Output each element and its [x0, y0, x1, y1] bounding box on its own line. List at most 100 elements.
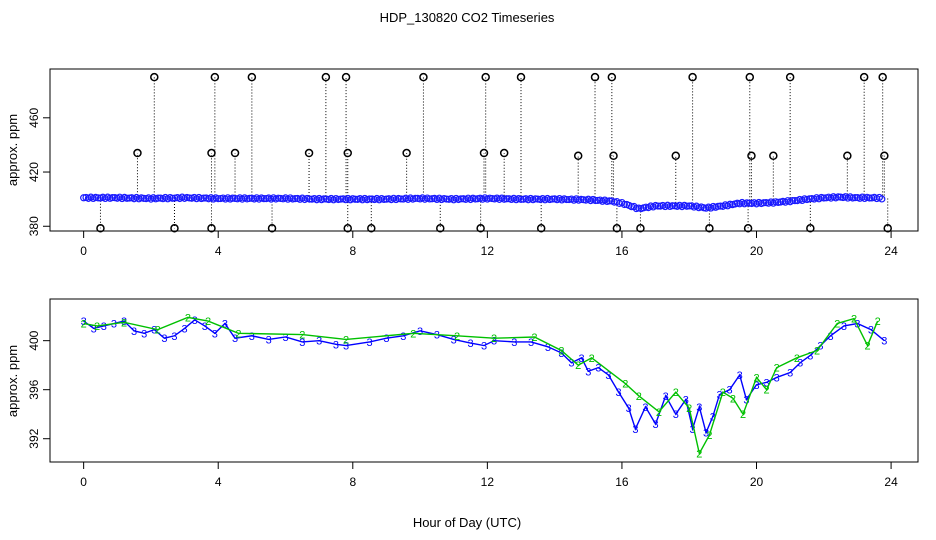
spike-point	[590, 72, 600, 82]
dip-point	[536, 224, 546, 233]
data-point: 3	[141, 328, 147, 340]
dip-point	[436, 224, 445, 233]
data-point: 2	[864, 341, 870, 353]
data-point: 2	[730, 393, 736, 405]
dip-point	[207, 224, 216, 233]
x-tick-label: 24	[884, 244, 898, 258]
y-axis-label-top: approx. ppm	[5, 114, 20, 186]
data-point: 3	[161, 333, 167, 345]
data-point: 3	[727, 385, 733, 397]
marks-top	[80, 72, 892, 233]
data-point: 2	[814, 345, 820, 357]
data-point: 3	[753, 380, 759, 392]
data-point: 2	[94, 321, 100, 333]
data-point: 3	[202, 321, 208, 333]
data-point: 2	[531, 332, 537, 344]
data-point: 3	[787, 368, 793, 380]
baseline-point	[605, 197, 614, 205]
baseline-point	[411, 194, 419, 202]
data-point: 3	[807, 350, 813, 362]
x-tick-label: 12	[481, 475, 495, 489]
baseline-point	[851, 194, 859, 202]
data-point: 2	[794, 353, 800, 365]
data-point: 3	[696, 402, 702, 414]
dip-point	[883, 224, 892, 233]
data-point: 2	[636, 391, 642, 403]
baseline-point	[337, 195, 345, 203]
baseline-point	[260, 195, 268, 203]
data-point: 3	[673, 409, 679, 421]
dip-point	[806, 224, 815, 233]
spike-point	[419, 72, 428, 82]
data-point: 3	[131, 326, 137, 338]
y-tick-label: 400	[27, 330, 41, 350]
baseline-point	[154, 194, 162, 202]
data-point: 2	[834, 319, 840, 331]
data-point: 3	[626, 403, 632, 415]
dip-point	[743, 224, 753, 233]
baseline-point	[714, 202, 722, 210]
x-tick-label: 0	[80, 475, 87, 489]
data-point: 3	[841, 321, 847, 333]
data-point: 3	[683, 394, 689, 406]
data-point: 3	[743, 394, 749, 406]
data-point: 3	[481, 341, 487, 353]
x-tick-label: 8	[349, 244, 356, 258]
data-point: 3	[868, 325, 874, 337]
data-point: 2	[121, 317, 127, 329]
spike-point	[402, 148, 411, 158]
data-point: 3	[710, 412, 716, 424]
baseline-point	[591, 196, 599, 205]
data-point: 2	[205, 316, 211, 328]
baseline-point	[457, 195, 465, 203]
data-point: 2	[410, 328, 416, 340]
spike-point	[785, 72, 795, 82]
data-point: 2	[740, 409, 746, 421]
spike-point	[230, 148, 240, 158]
data-point: 3	[511, 337, 517, 349]
y-axis-bottom: 392 396 400	[27, 330, 50, 449]
data-point: 3	[467, 338, 473, 350]
baseline-point	[745, 199, 753, 207]
data-point: 3	[797, 358, 803, 370]
data-point: 3	[316, 336, 322, 348]
x-tick-label: 0	[80, 244, 87, 258]
data-point: 3	[632, 424, 638, 436]
data-point: 3	[282, 332, 288, 344]
baseline-point	[168, 194, 177, 202]
data-point: 2	[774, 363, 780, 375]
data-point: 2	[720, 387, 726, 399]
baseline-point	[442, 195, 451, 203]
data-point: 3	[568, 358, 574, 370]
baseline-point	[716, 202, 725, 210]
baseline-point	[531, 195, 540, 203]
dip-point	[343, 224, 352, 233]
spike-point	[609, 151, 618, 161]
data-point: 3	[653, 419, 659, 431]
data-point: 2	[686, 403, 692, 415]
baseline-point	[577, 195, 585, 203]
x-tick-label: 12	[481, 244, 495, 258]
data-point: 2	[706, 430, 712, 442]
data-point: 3	[881, 336, 887, 348]
data-point: 3	[663, 391, 669, 403]
data-point: 3	[151, 325, 157, 337]
data-point: 3	[605, 370, 611, 382]
baseline-point	[351, 195, 359, 203]
data-point: 3	[111, 319, 117, 331]
series-line	[83, 316, 879, 456]
data-point: 2	[851, 314, 857, 326]
spike-point	[516, 72, 526, 82]
dip-point	[367, 224, 376, 233]
x-axis-top: 0 4 8 12 16 20 24	[80, 231, 898, 258]
data-point: 2	[875, 316, 881, 328]
spike-point	[343, 148, 352, 158]
spike-point	[341, 72, 351, 82]
dip-point	[170, 224, 179, 233]
baseline-point	[291, 194, 299, 203]
baseline-point	[878, 195, 886, 203]
data-point: 3	[343, 341, 349, 353]
baseline-point	[620, 200, 628, 209]
y-tick-label: 460	[27, 107, 41, 127]
